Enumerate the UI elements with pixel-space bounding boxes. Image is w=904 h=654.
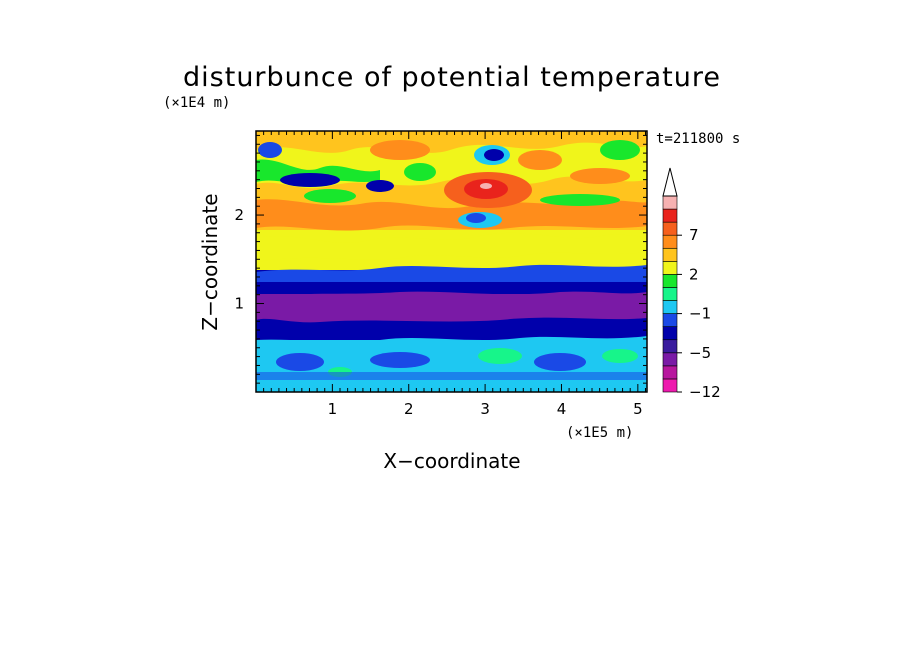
colorbar-segment: [662, 326, 678, 341]
plot-area: [256, 131, 647, 392]
colorbar-label: 2: [689, 265, 699, 283]
x-tick-label: 4: [557, 400, 567, 418]
orange-wave: [256, 199, 647, 231]
x-tick-label: 3: [480, 400, 490, 418]
y-units-label: (×1E4 m): [163, 95, 230, 111]
colorbar-label: −12: [689, 383, 721, 401]
colorbar-segment: [662, 339, 678, 354]
blue-blob-left: [258, 142, 282, 158]
y-axis-label: Z−coordinate: [198, 193, 222, 330]
cyan-green-blob: [602, 349, 638, 363]
cyan-blue-blob: [276, 353, 324, 371]
green-blob: [404, 163, 436, 181]
colorbar-segment: [662, 287, 678, 301]
orange-blob: [570, 168, 630, 184]
yellow-wave: [256, 232, 647, 262]
colorbar-segment: [662, 208, 678, 223]
cyan-upper-edge: [256, 336, 647, 352]
blue-blob-top: [484, 149, 504, 161]
cyan-bottom-strip: [256, 372, 647, 380]
green-blob: [540, 194, 620, 206]
orange-blob: [518, 150, 562, 170]
y-axis: 12: [234, 134, 647, 384]
colorbar-label: 7: [689, 226, 699, 244]
blue-blob-left: [366, 180, 394, 192]
chart-title: disturbunce of potential temperature: [183, 62, 721, 93]
y-tick-label: 1: [234, 295, 244, 313]
colorbar-label: −1: [689, 305, 711, 323]
blue-blob-left: [280, 173, 340, 187]
green-blob: [304, 189, 356, 203]
colorbar-label: −5: [689, 344, 711, 362]
colorbar-segment: [662, 221, 678, 236]
x-axis-label: X−coordinate: [383, 449, 520, 473]
cyan-blue-blob: [534, 353, 586, 371]
colorbar-segment: [662, 261, 678, 275]
blue-edge-upper: [256, 264, 647, 282]
colorbar-segment: [662, 274, 678, 288]
colorbar-extend-arrow: [662, 167, 678, 197]
colorbar-segment: [662, 378, 678, 393]
colorbar-segment: [662, 352, 678, 367]
cyan-green-blob: [478, 348, 522, 364]
colorbar-segment: [662, 300, 678, 314]
x-tick-label: 1: [328, 400, 338, 418]
colorbar-segment: [662, 195, 678, 210]
x-tick-label: 2: [404, 400, 414, 418]
orange-blob: [370, 140, 430, 160]
blue-blob-mid: [466, 213, 486, 223]
colorbar-segment: [662, 313, 678, 327]
colorbar-segment: [662, 247, 678, 262]
cyan-bottom-strip: [256, 380, 647, 392]
x-units-label: (×1E5 m): [566, 425, 633, 441]
purple-edge: [256, 291, 647, 323]
cyan-blue-blob: [370, 352, 430, 368]
x-tick-label: 5: [633, 400, 643, 418]
colorbar-segment: [662, 365, 678, 380]
time-label: t=211800 s: [656, 131, 740, 147]
y-tick-label: 2: [234, 206, 244, 224]
warm-core-pink: [480, 183, 492, 189]
colorbar: 7 2 −1 −5 −12: [662, 167, 721, 401]
colorbar-segment: [662, 234, 678, 249]
x-axis: 1 2 3 4 5: [263, 131, 646, 418]
plot-frame: [255, 130, 648, 393]
green-blob: [600, 140, 640, 160]
